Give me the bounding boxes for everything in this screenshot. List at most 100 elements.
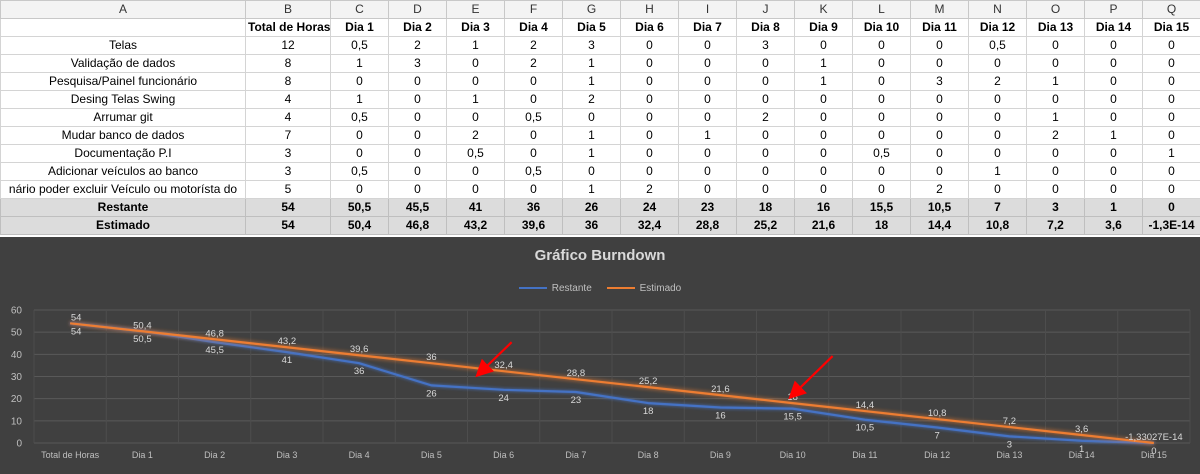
estimado-row-cell[interactable]: 25,2 bbox=[736, 216, 795, 235]
task-row-cell[interactable]: 0 bbox=[910, 36, 969, 55]
task-row-cell[interactable]: 0 bbox=[852, 36, 911, 55]
restante-row-cell[interactable]: 7 bbox=[968, 198, 1027, 217]
task-row-cell[interactable]: 0,5 bbox=[504, 108, 563, 127]
restante-row-cell[interactable]: 16 bbox=[794, 198, 853, 217]
task-row-cell[interactable]: 0,5 bbox=[852, 144, 911, 163]
task-row-cell[interactable]: 2 bbox=[504, 54, 563, 73]
task-row-cell[interactable]: 0 bbox=[794, 36, 853, 55]
task-row-cell[interactable]: 0 bbox=[388, 162, 447, 181]
header-row-cell[interactable]: Dia 14 bbox=[1084, 18, 1143, 37]
task-row-cell[interactable]: 0 bbox=[1084, 144, 1143, 163]
task-row-cell[interactable]: 0 bbox=[1084, 162, 1143, 181]
task-row-cell[interactable]: 0 bbox=[1026, 180, 1085, 199]
estimado-row-cell[interactable]: 39,6 bbox=[504, 216, 563, 235]
task-row-cell[interactable]: 0 bbox=[678, 108, 737, 127]
task-row-cell[interactable]: 0 bbox=[736, 126, 795, 145]
task-row-cell[interactable]: 1 bbox=[1142, 144, 1200, 163]
column-header-row-cell[interactable]: F bbox=[504, 0, 563, 19]
task-row-cell[interactable]: 0 bbox=[852, 180, 911, 199]
estimado-row-cell[interactable]: 43,2 bbox=[446, 216, 505, 235]
header-row-cell[interactable]: Dia 4 bbox=[504, 18, 563, 37]
task-row-cell[interactable]: 0 bbox=[678, 144, 737, 163]
task-row-cell[interactable]: 3 bbox=[562, 36, 621, 55]
estimado-row-cell[interactable]: -1,3E-14 bbox=[1142, 216, 1200, 235]
task-row-cell[interactable]: 0 bbox=[620, 90, 679, 109]
task-row-cell[interactable]: 0 bbox=[1142, 54, 1200, 73]
task-row-cell[interactable]: 4 bbox=[245, 90, 331, 109]
restante-row-cell[interactable]: Restante bbox=[0, 198, 246, 217]
task-row-cell[interactable]: 0 bbox=[852, 126, 911, 145]
task-row-cell[interactable]: 0,5 bbox=[330, 162, 389, 181]
task-row-cell[interactable]: 0 bbox=[678, 90, 737, 109]
restante-row-cell[interactable]: 41 bbox=[446, 198, 505, 217]
task-row-cell[interactable]: 0 bbox=[968, 54, 1027, 73]
task-row-cell[interactable]: 0 bbox=[852, 108, 911, 127]
task-row-cell[interactable]: 0 bbox=[1084, 108, 1143, 127]
task-row-cell[interactable]: 0 bbox=[388, 144, 447, 163]
task-row-cell[interactable]: 0 bbox=[910, 162, 969, 181]
restante-row-cell[interactable]: 50,5 bbox=[330, 198, 389, 217]
task-row-cell[interactable]: 8 bbox=[245, 54, 331, 73]
column-header-row-cell[interactable]: Q bbox=[1142, 0, 1200, 19]
task-row-cell[interactable]: 3 bbox=[736, 36, 795, 55]
task-row-cell[interactable]: 0 bbox=[736, 72, 795, 91]
task-row-cell[interactable]: 0 bbox=[852, 54, 911, 73]
header-row-cell[interactable]: Dia 1 bbox=[330, 18, 389, 37]
task-row-cell[interactable]: 0 bbox=[1142, 108, 1200, 127]
task-row-cell[interactable]: 0 bbox=[852, 72, 911, 91]
column-header-row-cell[interactable]: C bbox=[330, 0, 389, 19]
task-row-cell[interactable]: 0 bbox=[1026, 54, 1085, 73]
task-row-cell[interactable]: 0 bbox=[504, 180, 563, 199]
estimado-row-cell[interactable]: Estimado bbox=[0, 216, 246, 235]
task-row-cell[interactable]: 0 bbox=[330, 144, 389, 163]
header-row-cell[interactable]: Dia 5 bbox=[562, 18, 621, 37]
task-row-cell[interactable]: 0 bbox=[910, 144, 969, 163]
header-row-cell[interactable]: Dia 12 bbox=[968, 18, 1027, 37]
series-line-estimado[interactable] bbox=[70, 322, 1154, 445]
task-row-cell[interactable]: Desing Telas Swing bbox=[0, 90, 246, 109]
task-row-cell[interactable]: 1 bbox=[330, 90, 389, 109]
task-row-cell[interactable]: 3 bbox=[245, 162, 331, 181]
restante-row-cell[interactable]: 23 bbox=[678, 198, 737, 217]
task-row-cell[interactable]: 0 bbox=[330, 72, 389, 91]
task-row-cell[interactable]: 0 bbox=[1142, 72, 1200, 91]
task-row-cell[interactable]: 0 bbox=[736, 162, 795, 181]
column-header-row-cell[interactable]: M bbox=[910, 0, 969, 19]
task-row-cell[interactable]: 0 bbox=[794, 162, 853, 181]
header-row-cell[interactable]: Dia 15 bbox=[1142, 18, 1200, 37]
task-row-cell[interactable]: 0 bbox=[794, 126, 853, 145]
task-row-cell[interactable]: Documentação P.I bbox=[0, 144, 246, 163]
task-row-cell[interactable]: 0 bbox=[678, 72, 737, 91]
task-row-cell[interactable]: 0 bbox=[620, 126, 679, 145]
series-line-restante[interactable] bbox=[70, 322, 1154, 445]
task-row-cell[interactable]: 0 bbox=[446, 72, 505, 91]
task-row-cell[interactable]: Adicionar veículos ao banco bbox=[0, 162, 246, 181]
task-row-cell[interactable]: 2 bbox=[910, 180, 969, 199]
task-row-cell[interactable]: 1 bbox=[968, 162, 1027, 181]
task-row-cell[interactable]: 2 bbox=[1026, 126, 1085, 145]
task-row-cell[interactable]: 0 bbox=[446, 180, 505, 199]
task-row-cell[interactable]: 2 bbox=[562, 90, 621, 109]
column-header-row-cell[interactable]: E bbox=[446, 0, 505, 19]
task-row-cell[interactable]: 2 bbox=[446, 126, 505, 145]
task-row-cell[interactable]: 2 bbox=[736, 108, 795, 127]
estimado-row-cell[interactable]: 7,2 bbox=[1026, 216, 1085, 235]
column-header-row-cell[interactable]: B bbox=[245, 0, 331, 19]
task-row-cell[interactable]: 5 bbox=[245, 180, 331, 199]
task-row-cell[interactable]: 0 bbox=[1142, 180, 1200, 199]
estimado-row-cell[interactable]: 10,8 bbox=[968, 216, 1027, 235]
task-row-cell[interactable]: 0 bbox=[1026, 144, 1085, 163]
estimado-row-cell[interactable]: 36 bbox=[562, 216, 621, 235]
task-row-cell[interactable]: 1 bbox=[446, 90, 505, 109]
task-row-cell[interactable]: 0 bbox=[968, 90, 1027, 109]
task-row-cell[interactable]: 1 bbox=[562, 180, 621, 199]
task-row-cell[interactable]: 3 bbox=[910, 72, 969, 91]
column-header-row-cell[interactable]: G bbox=[562, 0, 621, 19]
task-row-cell[interactable]: 1 bbox=[330, 54, 389, 73]
task-row-cell[interactable]: 0 bbox=[1026, 36, 1085, 55]
task-row-cell[interactable]: 0 bbox=[736, 180, 795, 199]
task-row-cell[interactable]: 2 bbox=[504, 36, 563, 55]
burndown-chart[interactable]: Gráfico Burndown Restante Estimado 0 10 20… bbox=[0, 237, 1200, 474]
task-row-cell[interactable]: 2 bbox=[968, 72, 1027, 91]
task-row-cell[interactable]: 0 bbox=[620, 36, 679, 55]
